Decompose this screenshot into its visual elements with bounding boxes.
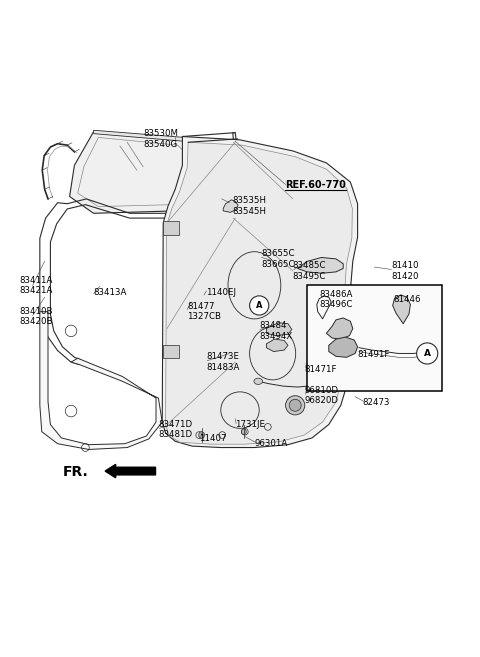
Polygon shape bbox=[329, 337, 358, 357]
Ellipse shape bbox=[254, 378, 263, 384]
Text: 83471D
83481D: 83471D 83481D bbox=[158, 420, 192, 439]
Polygon shape bbox=[94, 130, 207, 162]
Polygon shape bbox=[393, 295, 410, 324]
Bar bbox=[307, 285, 442, 391]
FancyArrow shape bbox=[105, 464, 156, 478]
Polygon shape bbox=[40, 311, 162, 449]
Text: 83655C
83665C: 83655C 83665C bbox=[262, 249, 295, 269]
Text: 96810D
96820D: 96810D 96820D bbox=[305, 386, 339, 405]
Text: 83535H
83545H: 83535H 83545H bbox=[233, 196, 267, 215]
Text: 83410B
83420B: 83410B 83420B bbox=[19, 307, 53, 326]
Text: 81473E
81483A: 81473E 81483A bbox=[206, 352, 240, 372]
Text: FR.: FR. bbox=[62, 466, 88, 480]
Text: 81471F: 81471F bbox=[305, 365, 337, 374]
Text: 1140EJ: 1140EJ bbox=[206, 288, 236, 297]
Bar bbox=[163, 221, 179, 235]
Text: 1731JE: 1731JE bbox=[235, 420, 265, 429]
Text: 82473: 82473 bbox=[362, 398, 390, 407]
Bar bbox=[163, 345, 179, 358]
Text: 83530M
83540G: 83530M 83540G bbox=[144, 129, 178, 148]
Polygon shape bbox=[326, 318, 353, 339]
Polygon shape bbox=[334, 319, 349, 332]
Polygon shape bbox=[162, 137, 358, 447]
Polygon shape bbox=[336, 321, 351, 334]
Polygon shape bbox=[298, 258, 343, 273]
Text: A: A bbox=[256, 301, 263, 310]
Polygon shape bbox=[266, 339, 288, 351]
Text: 81477
1327CB: 81477 1327CB bbox=[187, 302, 221, 321]
Ellipse shape bbox=[289, 399, 301, 411]
Text: 83411A
83421A: 83411A 83421A bbox=[19, 275, 53, 295]
Ellipse shape bbox=[241, 429, 246, 434]
Text: 83485C
83495C: 83485C 83495C bbox=[293, 261, 326, 281]
Circle shape bbox=[250, 296, 269, 315]
Ellipse shape bbox=[199, 432, 204, 438]
Text: 81491F: 81491F bbox=[358, 350, 390, 359]
Text: 81410
81420: 81410 81420 bbox=[391, 261, 419, 281]
Circle shape bbox=[417, 343, 438, 364]
Text: 81446: 81446 bbox=[394, 295, 421, 304]
Ellipse shape bbox=[286, 396, 305, 415]
Text: 96301A: 96301A bbox=[254, 439, 288, 448]
Text: 83486A
83496C: 83486A 83496C bbox=[319, 290, 353, 309]
Text: REF.60-770: REF.60-770 bbox=[286, 179, 347, 189]
Polygon shape bbox=[223, 200, 238, 212]
Polygon shape bbox=[166, 143, 352, 444]
Circle shape bbox=[421, 348, 431, 357]
Text: 11407: 11407 bbox=[199, 434, 227, 443]
Polygon shape bbox=[70, 131, 204, 214]
Polygon shape bbox=[266, 323, 292, 336]
Text: A: A bbox=[424, 349, 431, 358]
Text: 83484
83494X: 83484 83494X bbox=[259, 321, 292, 340]
Text: 83413A: 83413A bbox=[94, 288, 127, 297]
